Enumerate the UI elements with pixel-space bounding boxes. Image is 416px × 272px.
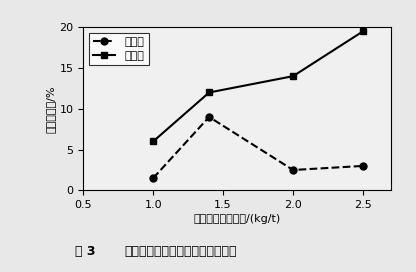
- 高岭石: [207, 115, 212, 119]
- 高岭石: [361, 164, 366, 168]
- Legend: 高岭石, 赤铁矿: 高岭石, 赤铁矿: [89, 33, 149, 65]
- Text: 烷基羟肺酸锁用量对浮选效果影响: 烷基羟肺酸锁用量对浮选效果影响: [125, 245, 237, 258]
- 赤铁矿: [291, 75, 296, 78]
- 赤铁矿: [361, 30, 366, 33]
- Text: 图 3: 图 3: [75, 245, 95, 258]
- Y-axis label: 浮选回收率/%: 浮选回收率/%: [45, 85, 55, 132]
- Line: 高岭石: 高岭石: [150, 113, 366, 182]
- 赤铁矿: [207, 91, 212, 94]
- 赤铁矿: [151, 140, 156, 143]
- X-axis label: 烷基羟肺酸锁用量/(kg/t): 烷基羟肺酸锁用量/(kg/t): [193, 214, 281, 224]
- 高岭石: [291, 168, 296, 172]
- Line: 赤铁矿: 赤铁矿: [150, 28, 366, 145]
- 高岭石: [151, 177, 156, 180]
